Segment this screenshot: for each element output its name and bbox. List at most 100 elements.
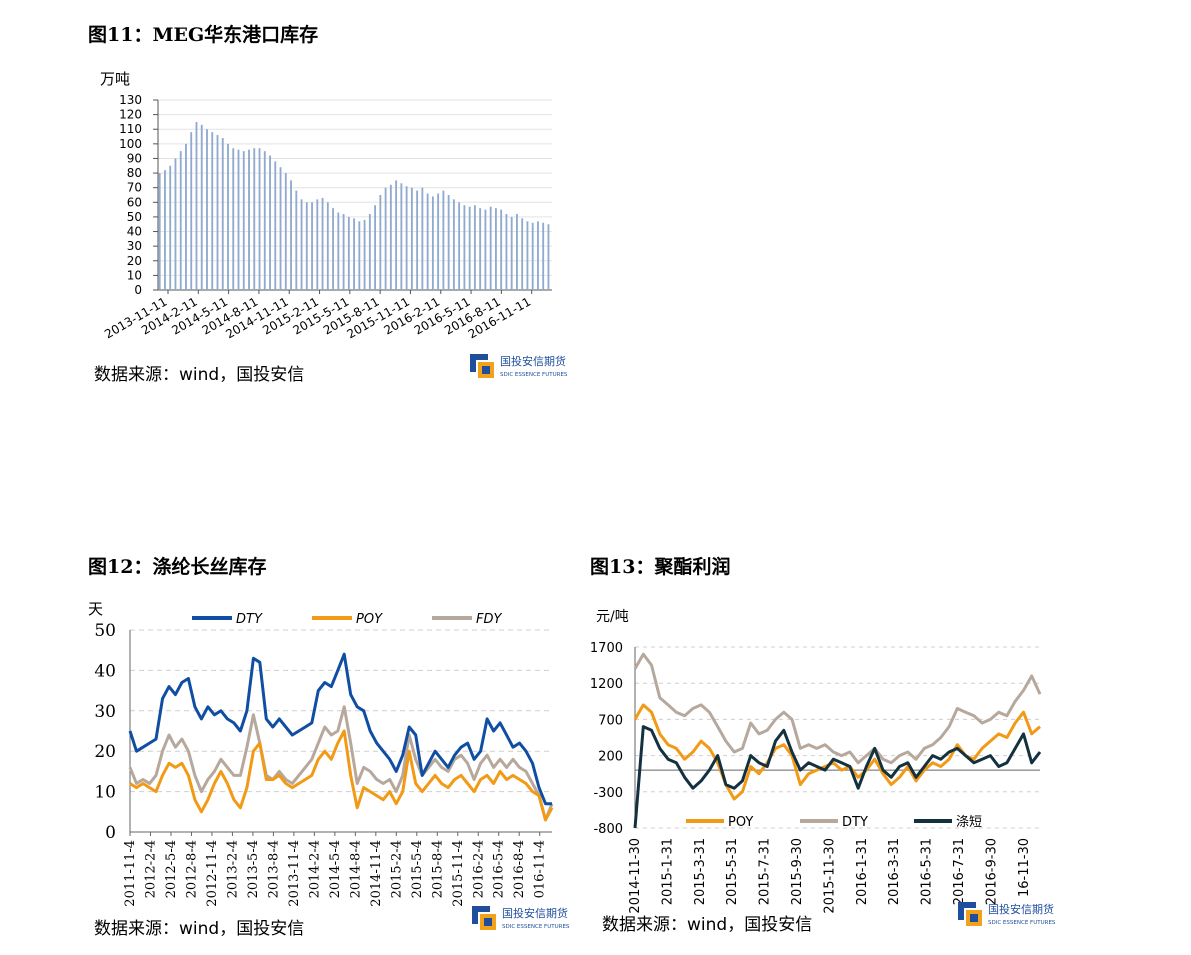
- fig13-x-tick-label: 2016-7-31: [952, 838, 967, 905]
- fig11-y-tick-label: 70: [127, 181, 142, 195]
- fig11-bar: [458, 202, 461, 290]
- fig11-bar: [316, 199, 319, 290]
- fig11-bar: [195, 121, 198, 290]
- fig11-bar: [489, 206, 492, 290]
- fig13-title: 图13：聚酯利润: [590, 556, 731, 578]
- fig11-unit-label: 万吨: [100, 70, 131, 88]
- fig11-title: 图11：MEG华东港口库存: [88, 24, 319, 46]
- fig11-bar: [542, 222, 545, 290]
- fig11-bar: [405, 186, 408, 290]
- fig11-bar: [416, 190, 419, 290]
- fig12-x-tick-label: 2014-2-4: [307, 840, 322, 898]
- fig13-legend-label-dty: DTY: [842, 815, 868, 830]
- fig11-bar: [274, 161, 277, 290]
- fig13-source: 数据来源：wind，国投安信: [602, 915, 813, 935]
- fig12-x-tick-label: 2013-8-4: [266, 840, 281, 898]
- fig12-series-dty: [128, 652, 552, 806]
- fig11-y-tick-label: 10: [127, 268, 142, 282]
- fig12-x-tick-label: 2011-11-4: [123, 840, 138, 907]
- fig12-title: 图12：涤纶长丝库存: [88, 556, 267, 578]
- fig11-bar: [242, 151, 245, 290]
- fig11-y-tick-label: 0: [134, 283, 142, 297]
- fig12-y-tick-label: 10: [94, 783, 116, 803]
- fig12-x-tick-label: 2013-5-4: [246, 840, 261, 898]
- fig11-bar: [395, 180, 398, 290]
- fig12-x-tick-label: 2012-8-4: [184, 840, 199, 898]
- fig11-source: 数据来源：wind，国投安信: [94, 365, 305, 385]
- fig13-series-short-fiber: [633, 725, 1042, 829]
- fig11-bar: [368, 214, 371, 290]
- fig11-bar: [216, 135, 219, 290]
- fig11-bar: [468, 206, 471, 290]
- fig12-legend-label-poy: POY: [356, 612, 383, 627]
- fig13-y-tick-label: 700: [598, 713, 623, 728]
- fig12-series-poy: [129, 729, 554, 822]
- fig12-y-tick-label: 40: [94, 661, 116, 681]
- fig11-bar: [442, 190, 445, 290]
- fig11-bar: [510, 216, 513, 290]
- fig11-bar: [431, 196, 434, 290]
- fig11-y-tick-label: 120: [119, 108, 142, 122]
- logo-subtitle: SDIC ESSENCE FUTURES: [500, 372, 568, 378]
- fig11-bar: [179, 151, 182, 290]
- fig11-bar: [516, 214, 518, 290]
- fig11-bar: [295, 190, 298, 290]
- logo-name: 国投安信期货: [500, 354, 566, 368]
- fig12-x-tick-label: 2012-2-4: [143, 840, 158, 898]
- fig11-bar: [227, 143, 229, 290]
- fig12-x-tick-label: 2015-5-4: [410, 840, 425, 898]
- fig11-bar: [531, 222, 534, 290]
- fig12-x-tick-label: 2016-8-4: [512, 840, 527, 898]
- fig12-x-tick-label: 2015-11-4: [451, 840, 466, 907]
- fig11-bar: [185, 143, 187, 290]
- fig11-bar: [410, 187, 413, 290]
- logo-name: 国投安信期货: [988, 902, 1054, 916]
- fig11-bar: [211, 132, 214, 290]
- fig11-y-tick-label: 130: [119, 93, 142, 107]
- fig11-bar: [342, 214, 345, 290]
- fig11-bar: [269, 155, 271, 290]
- fig12-source: 数据来源：wind，国投安信: [94, 919, 305, 939]
- fig11-bar: [290, 180, 292, 290]
- fig13-legend-label-poy: POY: [728, 815, 753, 830]
- fig11-bar: [537, 221, 539, 290]
- fig13-x-tick-label: 2015-11-30: [822, 838, 837, 914]
- fig13-series-dty: [633, 652, 1042, 765]
- fig13-x-tick-label: 2015-5-31: [725, 838, 740, 905]
- fig11-logo: 国投安信期货 SDIC ESSENCE FUTURES: [468, 352, 588, 384]
- fig11-bar: [353, 218, 355, 290]
- fig11-bar: [326, 202, 329, 290]
- fig11-bar: [337, 212, 340, 290]
- fig11-bar: [347, 216, 350, 290]
- fig11-bar: [374, 205, 377, 290]
- fig12-y-tick-label: 0: [105, 823, 116, 843]
- fig13-x-tick-label: 2016-9-30: [984, 838, 999, 905]
- fig12-y-tick-label: 20: [94, 742, 116, 762]
- fig11-bar: [500, 209, 503, 290]
- fig13-y-tick-label: 1200: [590, 677, 623, 692]
- fig11-bar: [248, 149, 250, 290]
- fig13-x-tick-label: 2016-3-31: [887, 838, 902, 905]
- fig11-bar: [547, 224, 550, 290]
- fig13-x-tick-label: 2016-1-31: [855, 838, 870, 905]
- fig12-unit-label: 天: [88, 600, 104, 618]
- fig13-x-tick-label: 2015-7-31: [758, 838, 773, 905]
- fig11-y-tick-label: 60: [127, 195, 142, 209]
- fig11-bar: [284, 173, 287, 290]
- fig12-x-tick-label: 016-11-4: [533, 840, 548, 898]
- fig11-bar: [237, 149, 240, 290]
- fig11-bar: [426, 193, 429, 290]
- fig12-x-tick-label: 2015-2-4: [389, 840, 404, 898]
- fig12-x-tick-label: 2013-2-4: [225, 840, 240, 898]
- logo-subtitle: SDIC ESSENCE FUTURES: [502, 924, 570, 930]
- fig13-legend-label-short-fiber: 涤短: [956, 815, 982, 830]
- logo-name: 国投安信期货: [502, 906, 568, 920]
- fig11-bar: [452, 199, 455, 290]
- fig12-y-tick-label: 50: [94, 621, 116, 641]
- fig12-x-tick-label: 2015-8-4: [430, 840, 445, 898]
- fig11-y-tick-label: 50: [127, 210, 142, 224]
- fig11-y-tick-label: 30: [127, 239, 142, 253]
- fig11-bar: [437, 193, 440, 290]
